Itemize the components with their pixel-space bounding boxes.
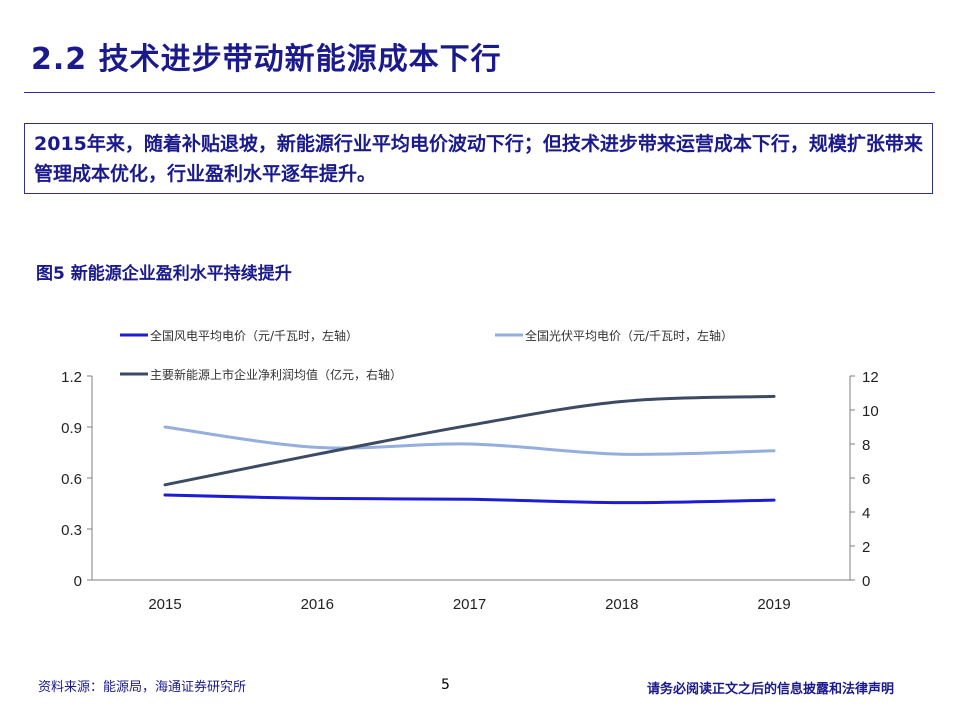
x-tick-label: 2016 <box>301 596 334 613</box>
series-line-1 <box>163 493 776 505</box>
title-divider <box>24 92 935 93</box>
series-line-3 <box>163 394 776 487</box>
legend-label-3: 主要新能源上市企业净利润均值（亿元，右轴） <box>150 367 402 382</box>
x-tick-label: 2019 <box>757 596 790 613</box>
left-tick-label: 1.2 <box>61 369 82 386</box>
left-axis: 0 0.3 0.6 0.9 1.2 <box>61 369 93 590</box>
legend-label-2: 全国光伏平均电价（元/千瓦时，左轴） <box>525 328 733 343</box>
summary-box: 2015年来，随着补贴退坡，新能源行业平均电价波动下行；但技术进步带来运营成本下… <box>24 123 933 194</box>
x-tick-label: 2015 <box>148 596 181 613</box>
x-tick-label: 2017 <box>453 596 486 613</box>
figure-title: 图5 新能源企业盈利水平持续提升 <box>36 264 292 284</box>
x-tick-label: 2018 <box>605 596 638 613</box>
right-tick-label: 4 <box>862 505 870 522</box>
x-axis: 2015 2016 2017 2018 2019 <box>92 579 850 613</box>
right-axis: 0 2 4 6 8 10 12 <box>849 369 879 590</box>
footer-source: 资料来源：能源局，海通证券研究所 <box>38 680 247 695</box>
right-tick-label: 8 <box>862 437 870 454</box>
left-tick-label: 0 <box>74 573 82 590</box>
right-tick-label: 12 <box>862 369 879 386</box>
right-tick-label: 10 <box>862 403 879 420</box>
chart-legend: 全国风电平均电价（元/千瓦时，左轴） 全国光伏平均电价（元/千瓦时，左轴） 主要新能… <box>120 328 733 382</box>
page-title: 2.2 技术进步带动新能源成本下行 <box>31 42 502 77</box>
left-tick-label: 0.9 <box>61 420 82 437</box>
right-tick-label: 2 <box>862 539 870 556</box>
left-tick-label: 0.6 <box>61 471 82 488</box>
summary-text: 2015年来，随着补贴退坡，新能源行业平均电价波动下行；但技术进步带来运营成本下… <box>34 133 923 185</box>
line-chart: 全国风电平均电价（元/千瓦时，左轴） 全国光伏平均电价（元/千瓦时，左轴） 主要新能… <box>61 328 879 613</box>
series-line-2 <box>163 425 776 456</box>
right-tick-label: 6 <box>862 471 870 488</box>
page-number: 5 <box>441 677 450 693</box>
left-tick-label: 0.3 <box>61 522 82 539</box>
legend-label-1: 全国风电平均电价（元/千瓦时，左轴） <box>150 328 358 343</box>
footer-disclaimer[interactable]: 请务必阅读正文之后的信息披露和法律声明 <box>646 682 894 697</box>
right-tick-label: 0 <box>862 573 870 590</box>
series-lines <box>163 394 776 505</box>
